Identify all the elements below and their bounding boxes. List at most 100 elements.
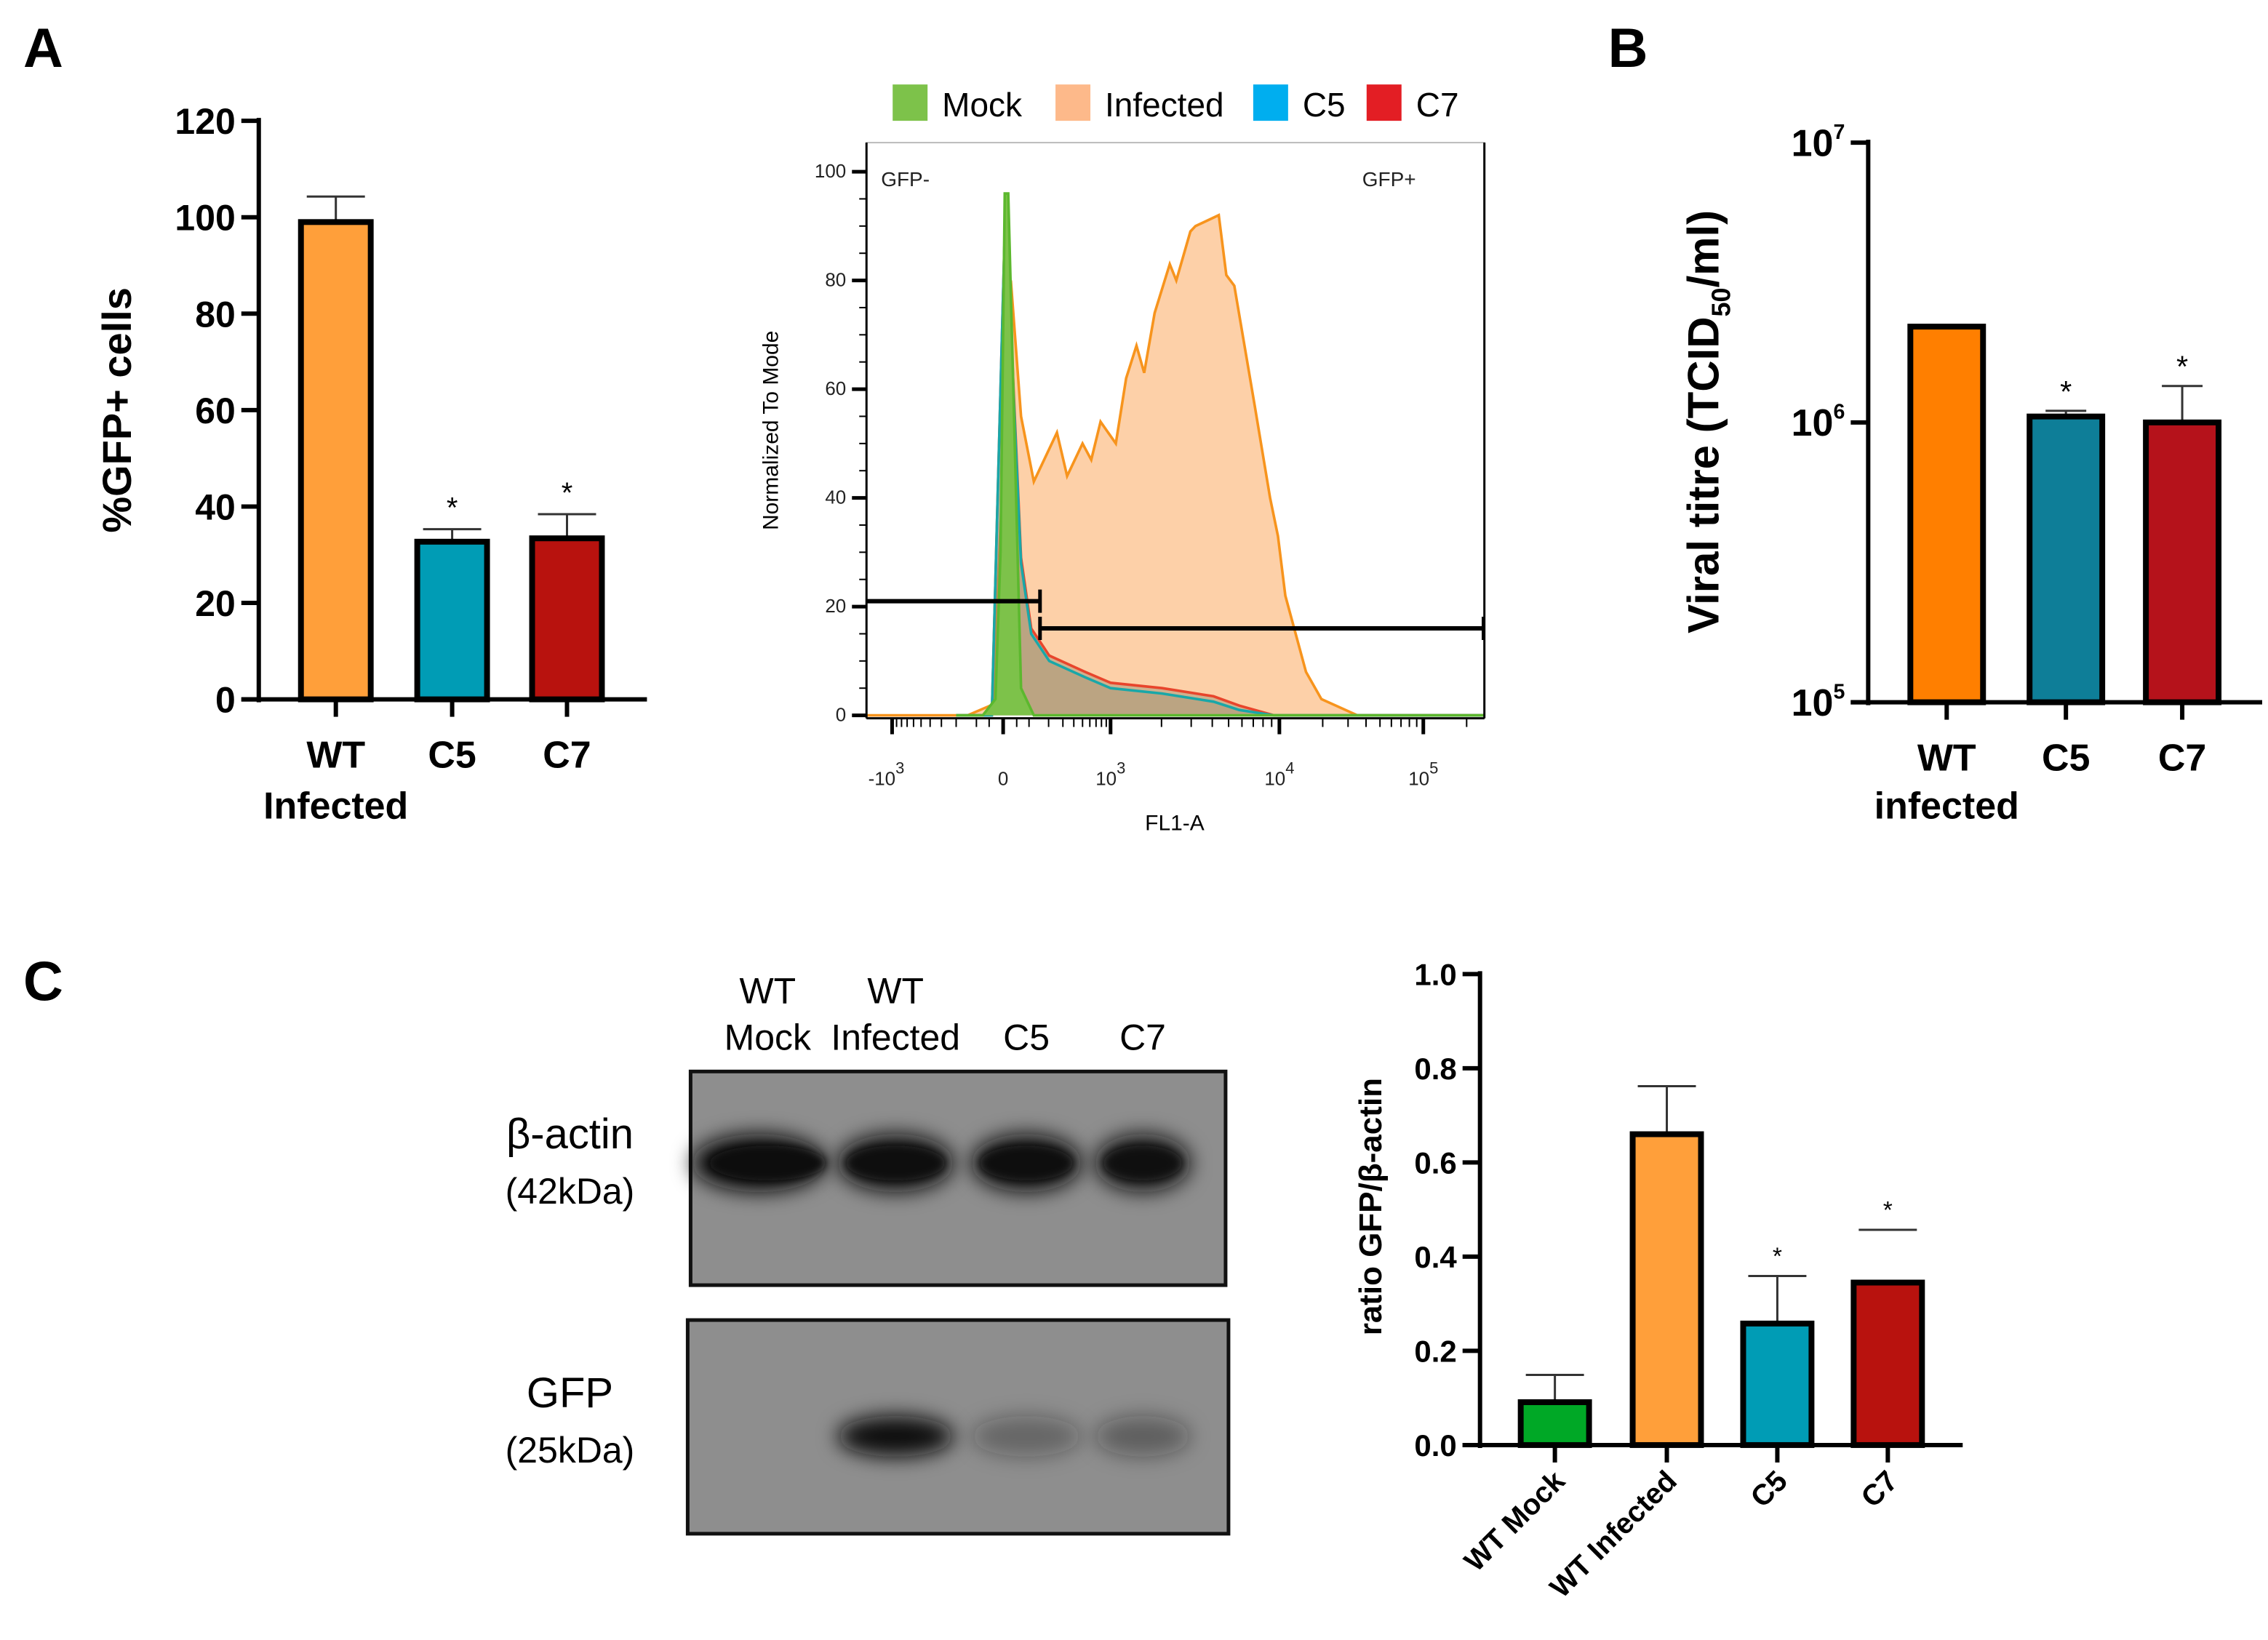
y-tick-label: 40 xyxy=(825,487,846,508)
histogram-line-infected xyxy=(866,213,1484,717)
y-tick-label: 0.0 xyxy=(1414,1428,1456,1463)
tick-label-exponent: 3 xyxy=(895,759,904,777)
tick-label-base: 10 xyxy=(1792,682,1834,724)
blot-row-size: (42kDa) xyxy=(506,1171,635,1212)
y-axis-label: Normalized To Mode xyxy=(759,331,783,530)
x-tick-label: 105 xyxy=(1408,759,1438,790)
blot-band-core xyxy=(709,1145,826,1181)
y-tick-label: 0.8 xyxy=(1414,1052,1456,1086)
tick-label-base: 0 xyxy=(998,768,1008,790)
tick-label-exponent: 7 xyxy=(1833,121,1845,144)
tick-label-exponent: 3 xyxy=(1117,759,1125,777)
y-tick-label: 0 xyxy=(836,704,846,726)
gfp-percent-bar-chart: 0 20 40 60 80 100 120 WT Infected * C5 * C7 %GFP+ cel… xyxy=(94,101,647,828)
x-axis-label: FL1-A xyxy=(1145,811,1205,835)
tick-label-base: 10 xyxy=(1408,768,1429,790)
y-tick-label: 107 xyxy=(1792,121,1845,164)
tick-label-base: -10 xyxy=(869,768,896,790)
tick-label-exponent: 4 xyxy=(1285,759,1294,777)
blot-row-size: (25kDa) xyxy=(506,1430,635,1471)
panel-label-a: A xyxy=(23,17,63,79)
y-tick-label: 105 xyxy=(1792,680,1845,724)
y-tick-label: 100 xyxy=(815,160,846,182)
category-label: Infected xyxy=(263,785,408,828)
significance-asterisk: * xyxy=(562,477,573,509)
bar xyxy=(1850,1279,1925,1448)
y-tick-label: 100 xyxy=(175,198,235,239)
y-axis-label: Viral titre (TCID50/ml) xyxy=(1679,210,1736,633)
legend-swatch xyxy=(1055,84,1091,121)
blot-band xyxy=(837,1415,954,1457)
significance-asterisk: * xyxy=(1883,1197,1893,1224)
y-tick-label: 0.2 xyxy=(1414,1335,1456,1369)
y-tick-label: 0 xyxy=(215,680,236,721)
tick-label-base: 10 xyxy=(1095,768,1117,790)
y-tick-label: 106 xyxy=(1792,401,1845,444)
category-label: infected xyxy=(1874,785,2019,828)
significance-asterisk: * xyxy=(1773,1243,1782,1270)
category-label: C7 xyxy=(1855,1465,1904,1513)
lane-label: WT xyxy=(739,970,796,1011)
legend-label: Mock xyxy=(942,86,1023,124)
category-label: C5 xyxy=(428,735,476,777)
lane-label: C5 xyxy=(1003,1017,1050,1057)
bar xyxy=(1740,1320,1815,1448)
legend-label: C7 xyxy=(1416,86,1459,124)
blot-row-label: β-actin xyxy=(506,1111,634,1158)
blot-band-core xyxy=(846,1145,946,1181)
gate-label: GFP- xyxy=(881,168,930,191)
x-tick-label: -103 xyxy=(869,759,905,790)
tick-label-base: 10 xyxy=(1792,122,1834,164)
y-axis-label-part: 50 xyxy=(1706,287,1736,316)
significance-asterisk: * xyxy=(2176,350,2188,384)
bar xyxy=(2027,413,2106,705)
lane-label: WT xyxy=(867,970,924,1011)
x-tick-label: 103 xyxy=(1095,759,1125,790)
category-label: C5 xyxy=(2042,737,2090,780)
x-tick-label: 104 xyxy=(1264,759,1294,790)
blot-band xyxy=(971,1415,1082,1457)
y-axis-label-part: /ml) xyxy=(1679,210,1728,288)
tick-label-base: 10 xyxy=(1264,768,1285,790)
legend-swatch xyxy=(1366,84,1402,121)
lane-label: Mock xyxy=(724,1017,812,1057)
gate-label: GFP+ xyxy=(1362,168,1416,191)
blot-band-core xyxy=(1103,1145,1182,1181)
tick-label-exponent: 5 xyxy=(1833,680,1845,703)
panel-label-c: C xyxy=(23,951,63,1012)
y-axis-label: ratio GFP/β-actin xyxy=(1353,1078,1389,1335)
y-tick-label: 1.0 xyxy=(1414,957,1456,991)
histogram-fill-infected xyxy=(866,215,1484,716)
y-tick-label: 60 xyxy=(825,377,846,399)
lane-label: C7 xyxy=(1119,1017,1166,1057)
y-axis-label-part: Viral titre (TCID xyxy=(1679,316,1728,633)
legend-label: Infected xyxy=(1105,86,1224,124)
y-tick-label: 20 xyxy=(195,583,236,624)
category-label: WT Mock xyxy=(1458,1465,1572,1578)
blot-row-label: GFP xyxy=(527,1370,613,1417)
bar xyxy=(1629,1131,1704,1448)
y-tick-label: 80 xyxy=(195,294,236,335)
legend-label: C5 xyxy=(1303,86,1346,124)
category-label: C7 xyxy=(2158,737,2206,780)
lane-label: Infected xyxy=(831,1017,960,1057)
bar xyxy=(1517,1399,1592,1448)
panel-label-b: B xyxy=(1608,17,1648,79)
y-tick-label: 0.4 xyxy=(1414,1240,1457,1274)
bar xyxy=(2143,419,2222,705)
y-tick-label: 80 xyxy=(825,269,846,291)
bar xyxy=(298,219,374,703)
bar xyxy=(1907,324,1987,705)
y-tick-label: 20 xyxy=(825,595,846,617)
category-label: C5 xyxy=(1745,1465,1794,1513)
bar xyxy=(529,535,605,703)
histogram-line-mock xyxy=(956,192,1484,717)
category-label: WT xyxy=(306,735,365,777)
y-tick-label: 40 xyxy=(195,487,236,527)
legend-swatch xyxy=(1253,84,1288,121)
y-axis-label: %GFP+ cells xyxy=(94,287,140,532)
tick-label-exponent: 5 xyxy=(1429,759,1438,777)
legend-swatch xyxy=(893,84,928,121)
